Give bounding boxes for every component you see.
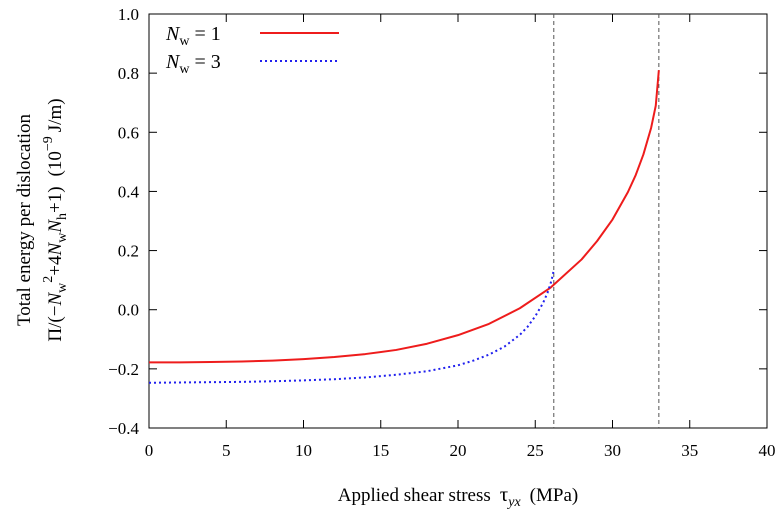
series-group [148, 70, 660, 384]
y-tick-label: 1.0 [118, 5, 139, 24]
y-axis-label-line2: Π/(−Nw2+4NwNh+1)(10−9J/m) [41, 98, 70, 341]
y-tick-label: 0.2 [118, 242, 139, 261]
x-tick-label: 25 [527, 441, 544, 460]
y-tick-label: 0.6 [118, 123, 139, 142]
plot-frame [148, 13, 768, 429]
x-tick-label: 15 [372, 441, 389, 460]
vlines-group [553, 14, 660, 428]
plot-frame-group [148, 13, 768, 429]
series-line-nw3 [148, 269, 555, 384]
legend-label-nw1: Nw = 1 [165, 23, 221, 49]
y-tick-label: 0.8 [118, 64, 139, 83]
x-tick-label: 40 [759, 441, 776, 460]
y-axis-label-line1: Total energy per dislocation [14, 114, 35, 327]
y-tick-label: 0.4 [118, 182, 140, 201]
y-tick-label: −0.4 [108, 419, 139, 438]
x-tick-label: 0 [145, 441, 154, 460]
y-tick-label: 0.0 [118, 301, 139, 320]
x-tick-label: 10 [295, 441, 312, 460]
legend-label-nw3: Nw = 3 [165, 51, 221, 77]
y-tick-label: −0.2 [108, 360, 139, 379]
x-tick-label: 5 [222, 441, 231, 460]
x-tick-label: 20 [450, 441, 467, 460]
x-tick-label: 30 [604, 441, 621, 460]
x-axis-label: Applied shear stress τyx (MPa) [338, 482, 578, 510]
series-line-nw1 [149, 70, 660, 364]
ticks-group: 0 5 10 15 20 25 30 35 40 −0.4 −0.2 0.0 0.2 0.4 0.6 0.8 1… [108, 5, 775, 460]
x-tick-label: 35 [681, 441, 698, 460]
legend: Nw = 1 Nw = 3 [165, 23, 339, 77]
